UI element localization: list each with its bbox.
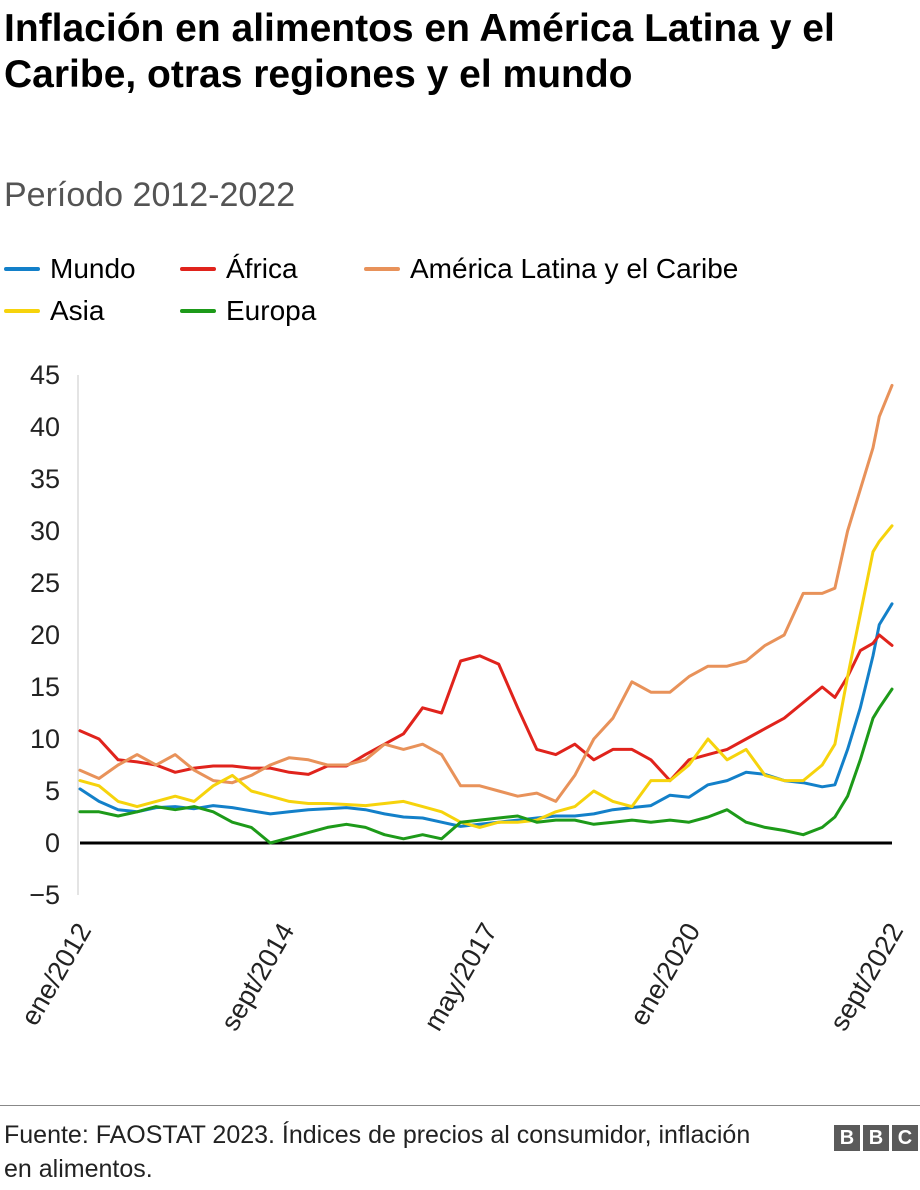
series-line--frica bbox=[78, 633, 894, 783]
y-tick-label: 0 bbox=[45, 828, 60, 858]
legend-label: Europa bbox=[226, 295, 317, 326]
legend-swatch bbox=[4, 267, 40, 271]
y-tick-label: −5 bbox=[29, 880, 60, 910]
y-tick-label: 45 bbox=[30, 360, 60, 390]
legend-label: América Latina y el Caribe bbox=[410, 253, 739, 284]
footer-divider bbox=[0, 1105, 920, 1106]
series-line-am-rica-latina-y-el-caribe bbox=[78, 383, 894, 803]
chart-subtitle: Período 2012-2022 bbox=[4, 176, 296, 214]
legend-item-mundo: Mundo bbox=[4, 253, 136, 285]
legend-label: Mundo bbox=[50, 253, 136, 284]
legend-swatch bbox=[180, 267, 216, 271]
series-line-asia bbox=[78, 524, 894, 829]
legend-item-asia: Asia bbox=[4, 295, 104, 327]
y-tick-label: 15 bbox=[30, 672, 60, 702]
bbc-logo: B B C bbox=[834, 1125, 918, 1151]
series-line-europa bbox=[78, 687, 894, 845]
legend-swatch bbox=[364, 267, 400, 271]
chart-title: Inflación en alimentos en América Latina… bbox=[4, 7, 835, 96]
x-tick-label: ene/2012 bbox=[15, 918, 97, 1031]
y-tick-label: 35 bbox=[30, 464, 60, 494]
y-tick-label: 20 bbox=[30, 620, 60, 650]
x-tick-label: ene/2020 bbox=[624, 918, 706, 1031]
legend-swatch bbox=[4, 309, 40, 313]
bbc-logo-letter: B bbox=[863, 1125, 889, 1151]
y-tick-label: 10 bbox=[30, 724, 60, 754]
x-tick-label: sept/2014 bbox=[215, 918, 300, 1036]
legend-item-africa: África bbox=[180, 253, 298, 285]
legend-swatch bbox=[180, 309, 216, 313]
bbc-logo-letter: B bbox=[834, 1125, 860, 1151]
y-tick-label: 40 bbox=[30, 412, 60, 442]
bbc-logo-letter: C bbox=[892, 1125, 918, 1151]
legend-item-europa: Europa bbox=[180, 295, 316, 327]
y-tick-label: 5 bbox=[45, 776, 60, 806]
legend-label: Asia bbox=[50, 295, 105, 326]
y-tick-label: 25 bbox=[30, 568, 60, 598]
series-line-mundo bbox=[78, 602, 894, 828]
legend-label: África bbox=[226, 253, 298, 284]
legend-item-america-latina: América Latina y el Caribe bbox=[364, 253, 738, 285]
source-note: Fuente: FAOSTAT 2023. Índices de precios… bbox=[4, 1121, 751, 1183]
y-tick-label: 30 bbox=[30, 516, 60, 546]
line-chart: 45 40 35 30 25 20 15 10 5 0 −5 ene/2012 sept/2014 may… bbox=[15, 360, 909, 1036]
x-tick-label: may/2017 bbox=[418, 918, 503, 1036]
x-tick-label: sept/2022 bbox=[824, 918, 909, 1036]
